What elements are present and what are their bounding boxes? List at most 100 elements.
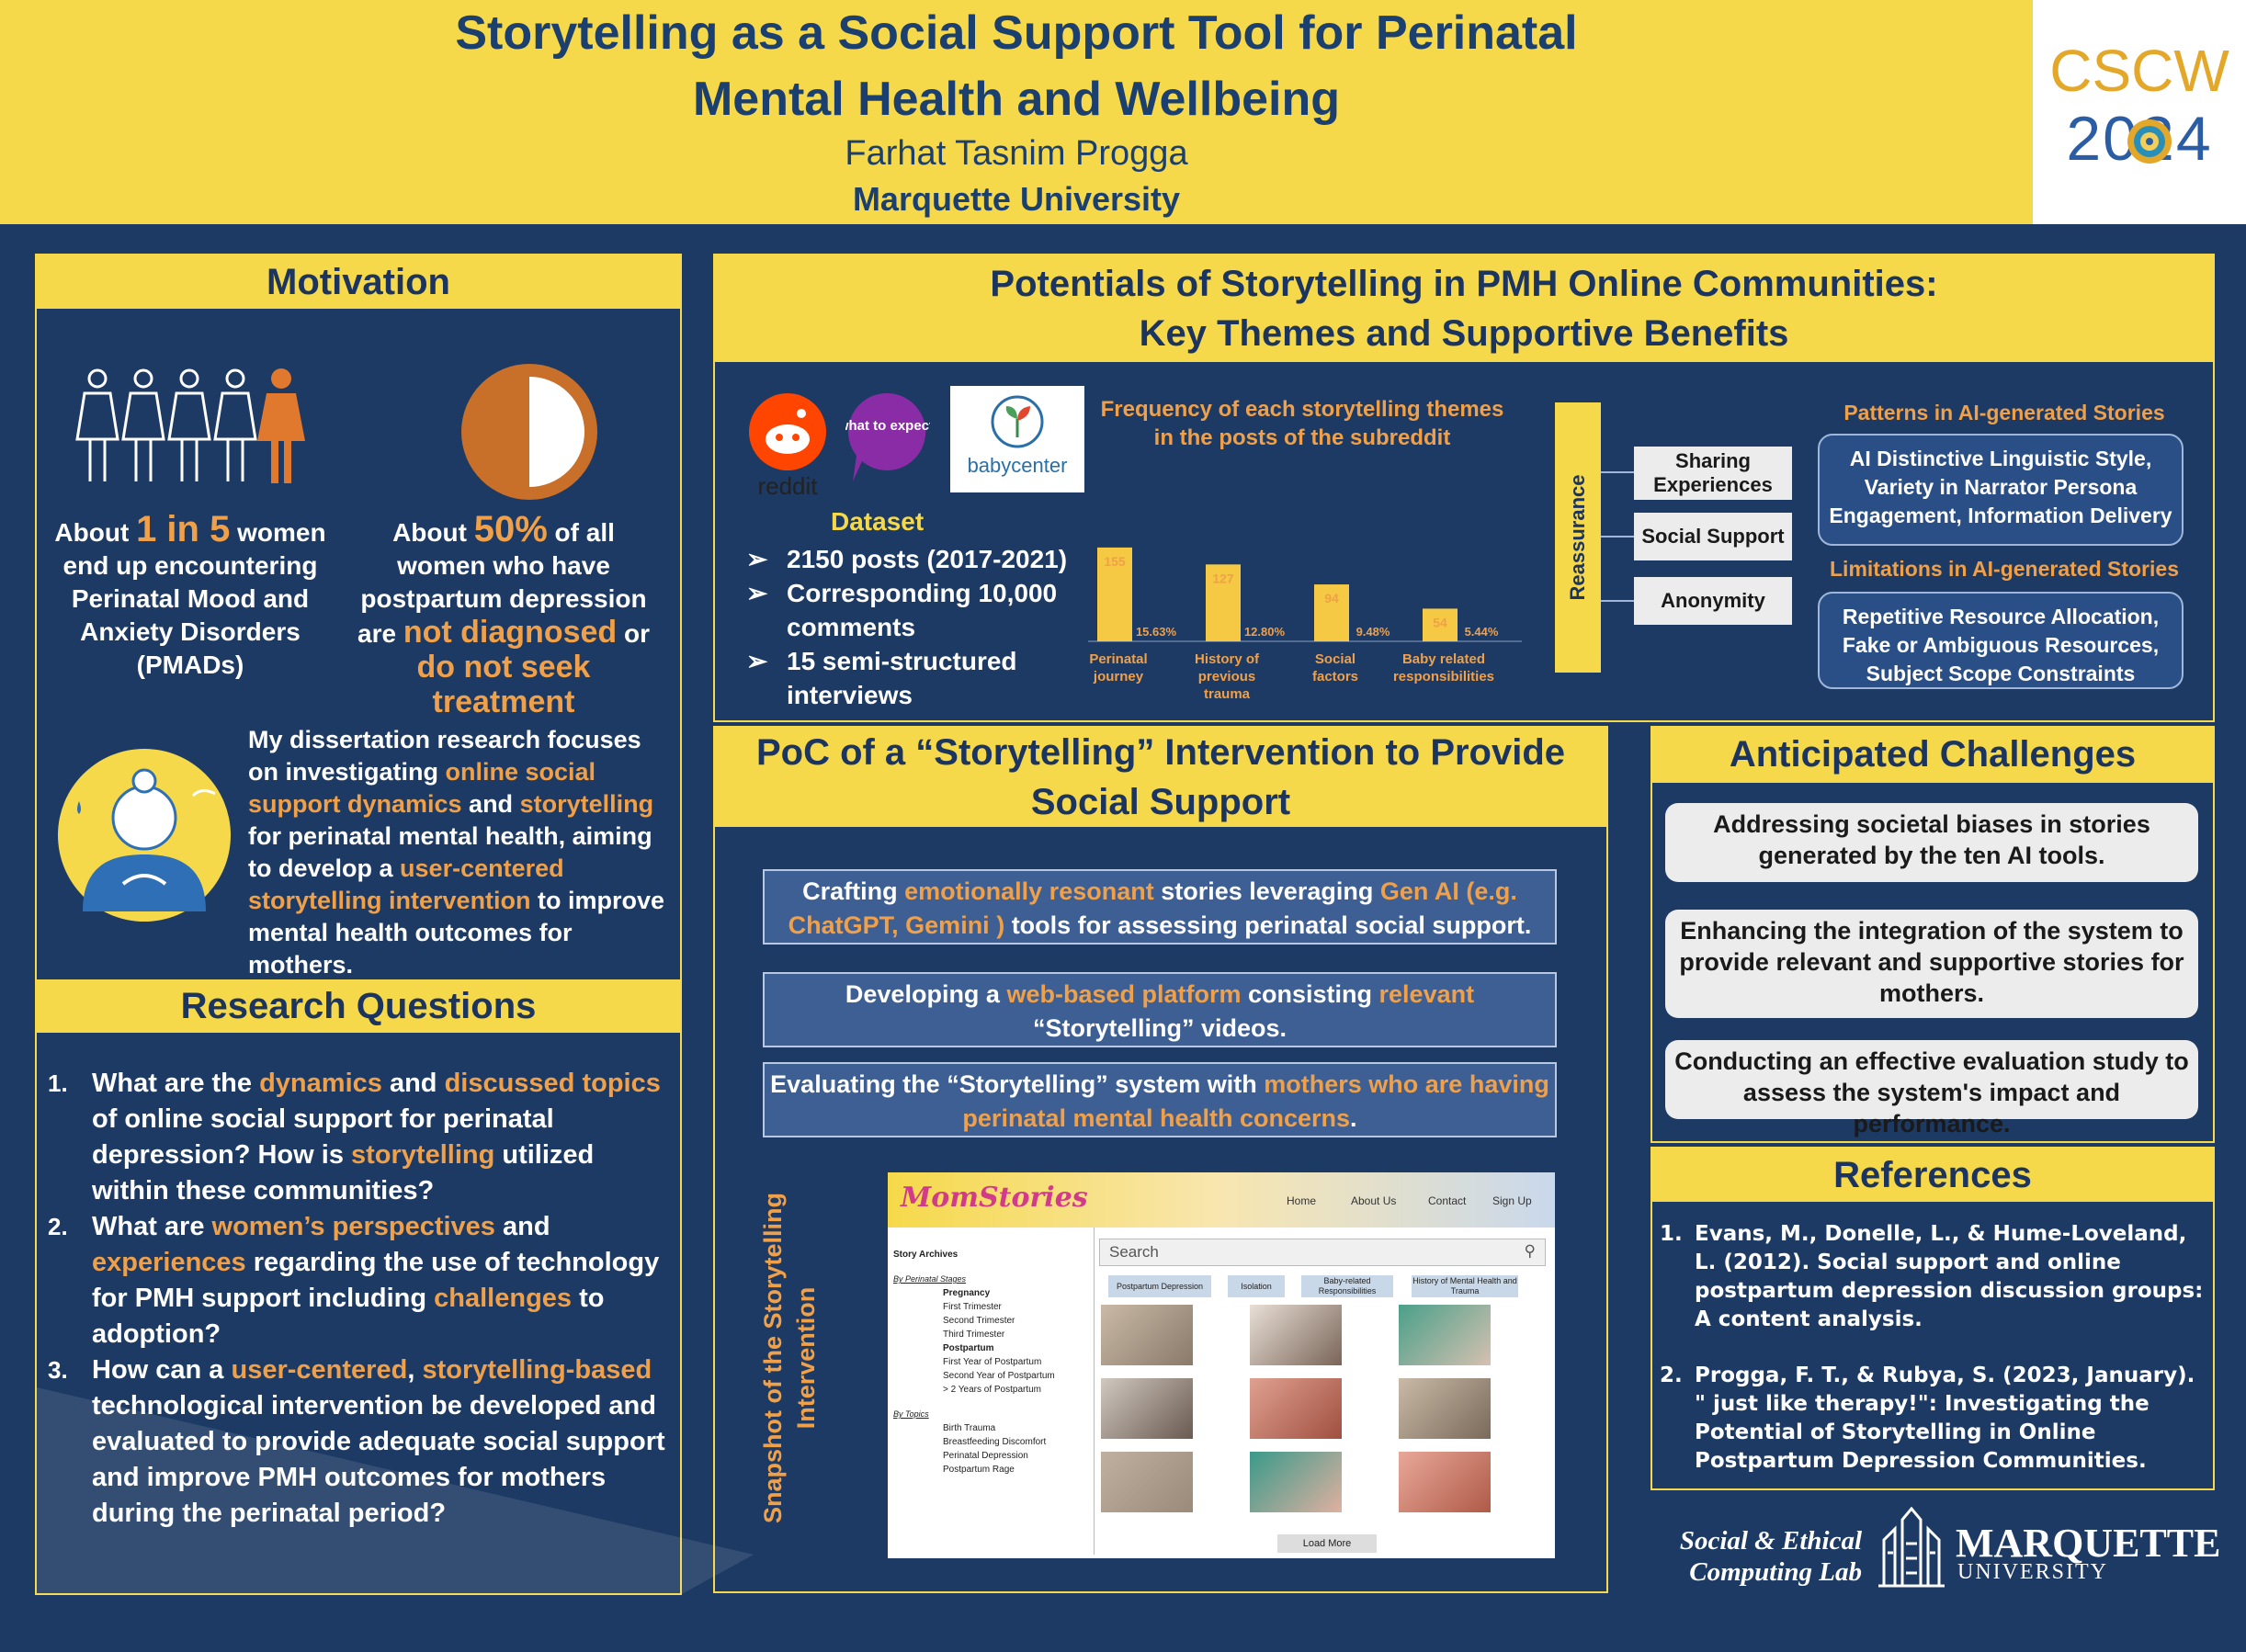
reassurance-item: Social Support [1634, 513, 1792, 560]
snap-by-stages[interactable]: By Perinatal Stages [893, 1274, 967, 1284]
babycenter-logo: babycenter [950, 386, 1084, 492]
dataset-item-text: 15 semi-structured interviews [787, 647, 1017, 709]
snap-by-topics[interactable]: By Topics [893, 1409, 929, 1419]
snap-stage-item[interactable]: > 2 Years of Postpartum [943, 1385, 1042, 1395]
snap-tab[interactable]: Isolation [1228, 1275, 1285, 1297]
snap-divider [1094, 1228, 1095, 1555]
snap-load-more-button[interactable]: Load More [1277, 1534, 1377, 1553]
snap-search-placeholder: Search [1109, 1243, 1159, 1261]
left-column-panel [35, 254, 682, 1595]
chart-value-label: 127 [1212, 571, 1234, 585]
snap-topic-item[interactable]: Postpartum Rage [943, 1465, 1015, 1475]
poc-highlight: emotionally resonant [904, 877, 1154, 905]
arrow-bullet-icon: ➢ [746, 579, 768, 607]
chart-percent-label: 9.48% [1356, 625, 1390, 639]
story-video-thumbnail[interactable] [1399, 1378, 1491, 1439]
chart-bar [1206, 564, 1241, 641]
stat1-post: women end up encountering Perinatal Mood… [62, 518, 326, 679]
snap-tab[interactable]: History of Mental Health and Trauma [1412, 1275, 1518, 1297]
rq-highlight: women’s perspectives [211, 1212, 495, 1241]
momstories-logo: MomStories [901, 1182, 1088, 1214]
stat2-no-treatment: do not seek treatment [416, 650, 591, 719]
light-beam-decoration [37, 1305, 754, 1595]
poc-text: Crafting [802, 877, 905, 905]
poster-title-line1: Storytelling as a Social Support Tool fo… [455, 6, 1578, 60]
dataset-item-text: Corresponding 10,000 comments [787, 579, 1058, 641]
rq-highlight: discussed topics [444, 1069, 661, 1098]
snap-stage-item[interactable]: First Year of Postpartum [943, 1357, 1042, 1367]
potentials-title: Potentials of Storytelling in PMH Online… [715, 255, 2213, 362]
reassurance-bar [1555, 402, 1601, 673]
diss-d: to improve mental health outcomes for mo… [248, 887, 665, 979]
rq-text: What are [92, 1212, 212, 1241]
rq-highlight: storytelling [351, 1140, 495, 1170]
research-questions-list: 1. What are the dynamics and discussed t… [48, 1066, 673, 1532]
chart-title: Frequency of each storytelling themes in… [1100, 397, 1504, 450]
snap-pregnancy[interactable]: Pregnancy [943, 1288, 991, 1298]
chart-category-label: factors [1312, 669, 1358, 685]
snap-search-input[interactable]: Search ⚲ [1099, 1239, 1546, 1266]
poc-text: consisting [1241, 980, 1379, 1008]
chart-category-label: Social [1315, 651, 1356, 667]
marquette-tower-icon [1878, 1507, 1945, 1588]
reddit-logo-icon: reddit [749, 393, 826, 500]
snap-nav-about[interactable]: About Us [1351, 1194, 1397, 1207]
reference-number: 2. [1660, 1363, 1683, 1387]
stat2-not-diagnosed: not diagnosed [403, 615, 618, 650]
snap-tab[interactable]: Postpartum Depression [1108, 1275, 1211, 1297]
snap-topic-item[interactable]: Birth Trauma [943, 1423, 996, 1433]
snap-tab[interactable]: Baby-related Responsibilities [1301, 1275, 1393, 1297]
momstories-screenshot: MomStories Home About Us Contact Sign Up… [888, 1172, 1555, 1558]
chart-bar [1097, 547, 1132, 641]
patterns-label: Patterns in AI-generated Stories [1843, 401, 2165, 424]
snap-topic-item[interactable]: Perinatal Depression [943, 1451, 1028, 1461]
potentials-panel [713, 254, 2215, 722]
cscw-logo-word: CSCW [2049, 38, 2229, 104]
search-icon[interactable]: ⚲ [1524, 1242, 1536, 1260]
poc-panel [713, 726, 1608, 1593]
limitations-label: Limitations in AI-generated Stories [1830, 557, 2179, 581]
story-video-thumbnail[interactable] [1399, 1452, 1491, 1512]
snap-stage-item[interactable]: Second Trimester [943, 1316, 1015, 1326]
stat1-pre: About [54, 518, 137, 547]
story-video-thumbnail[interactable] [1250, 1452, 1342, 1512]
worried-mother-icon [58, 749, 231, 922]
snapshot-caption-line1: Snapshot of the Storytelling [759, 1193, 787, 1523]
stat2-highlight: 50% [473, 509, 548, 549]
diss-a: My dissertation research focuses on inve… [248, 726, 641, 786]
poc-text: Developing a [845, 980, 1007, 1008]
snap-nav-home[interactable]: Home [1287, 1194, 1317, 1207]
snap-stage-item[interactable]: First Trimester [943, 1302, 1002, 1312]
diss-h2: storytelling [519, 790, 654, 818]
snap-stage-item[interactable]: Third Trimester [943, 1330, 1005, 1340]
story-video-thumbnail[interactable] [1101, 1305, 1193, 1365]
story-video-thumbnail[interactable] [1250, 1378, 1342, 1439]
story-video-thumbnail[interactable] [1399, 1305, 1491, 1365]
rq-number: 3. [48, 1356, 68, 1384]
author-name: Farhat Tasnim Progga [845, 134, 1188, 173]
theme-frequency-chart: 155 15.63% Perinatal journey 127 12.80% Histor… [1088, 547, 1522, 702]
what-to-expect-logo-icon: what to expect. [845, 392, 930, 481]
snap-nav-signup[interactable]: Sign Up [1492, 1194, 1532, 1207]
story-video-thumbnail[interactable] [1250, 1305, 1342, 1365]
reddit-wordmark: reddit [757, 472, 818, 500]
story-video-thumbnail[interactable] [1101, 1378, 1193, 1439]
snap-stage-item[interactable]: Second Year of Postpartum [943, 1371, 1055, 1381]
rq-text: regarding the use of technology for PMH … [92, 1248, 660, 1313]
reassurance-connectors [1601, 471, 1634, 602]
story-video-thumbnail[interactable] [1101, 1452, 1193, 1512]
rq-text: of online social support for perinatal d… [92, 1104, 554, 1170]
poc-text: . [1350, 1104, 1357, 1132]
babycenter-wordmark: babycenter [967, 454, 1068, 477]
rq-text: and [381, 1069, 445, 1098]
snap-topic-item[interactable]: Breastfeeding Discomfort [943, 1437, 1047, 1447]
snap-postpartum[interactable]: Postpartum [943, 1343, 994, 1353]
lab-name: Social & Ethical Computing Lab [1679, 1526, 1862, 1587]
stat-fifty-percent: About 50% of all women who have postpart… [346, 511, 662, 720]
potentials-title-line1: Potentials of Storytelling in PMH Online… [990, 264, 1938, 304]
chart-percent-label: 15.63% [1136, 625, 1177, 639]
diss-h1: online social support dynamics [248, 758, 596, 818]
poc-highlight: web-based platform [1006, 980, 1242, 1008]
diss-b: and [461, 790, 520, 818]
snap-nav-contact[interactable]: Contact [1428, 1194, 1467, 1207]
